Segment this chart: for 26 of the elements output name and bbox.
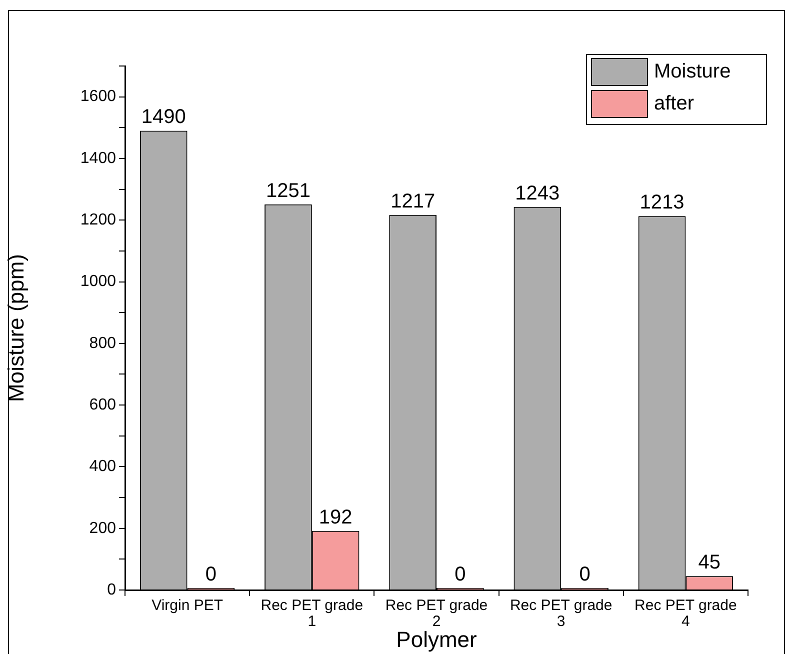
data-label: 1251 <box>266 180 310 202</box>
data-label: 0 <box>454 564 466 586</box>
data-label: 1217 <box>390 190 436 212</box>
legend-label: after <box>654 92 694 115</box>
data-label: 1243 <box>515 182 560 204</box>
legend-label: Moisture <box>654 60 731 83</box>
x-tick-label: Virgin PET <box>152 597 224 614</box>
data-label: 1213 <box>640 192 684 214</box>
y-tick-label: 1000 <box>80 273 116 290</box>
data-label: 0 <box>205 564 217 586</box>
data-label: 1490 <box>141 106 186 128</box>
y-tick-label: 1400 <box>80 150 116 167</box>
y-tick-label: 1600 <box>80 88 116 106</box>
x-tick-label: Rec PET grade 4 <box>634 597 737 630</box>
data-label: 192 <box>318 506 352 528</box>
x-tick-label: Rec PET grade 3 <box>510 597 612 630</box>
y-tick-label: 800 <box>89 334 116 352</box>
y-tick-label: 200 <box>89 520 116 537</box>
data-label: 45 <box>698 552 720 574</box>
y-axis-title: Moisture (ppm) <box>3 254 28 402</box>
y-tick-label: 400 <box>89 458 116 476</box>
x-tick-label: Rec PET grade 1 <box>260 597 364 630</box>
y-tick-label: 1200 <box>80 212 116 229</box>
y-tick-label: 600 <box>89 396 116 414</box>
data-label: 0 <box>579 564 590 586</box>
y-tick-label: 0 <box>107 581 116 598</box>
